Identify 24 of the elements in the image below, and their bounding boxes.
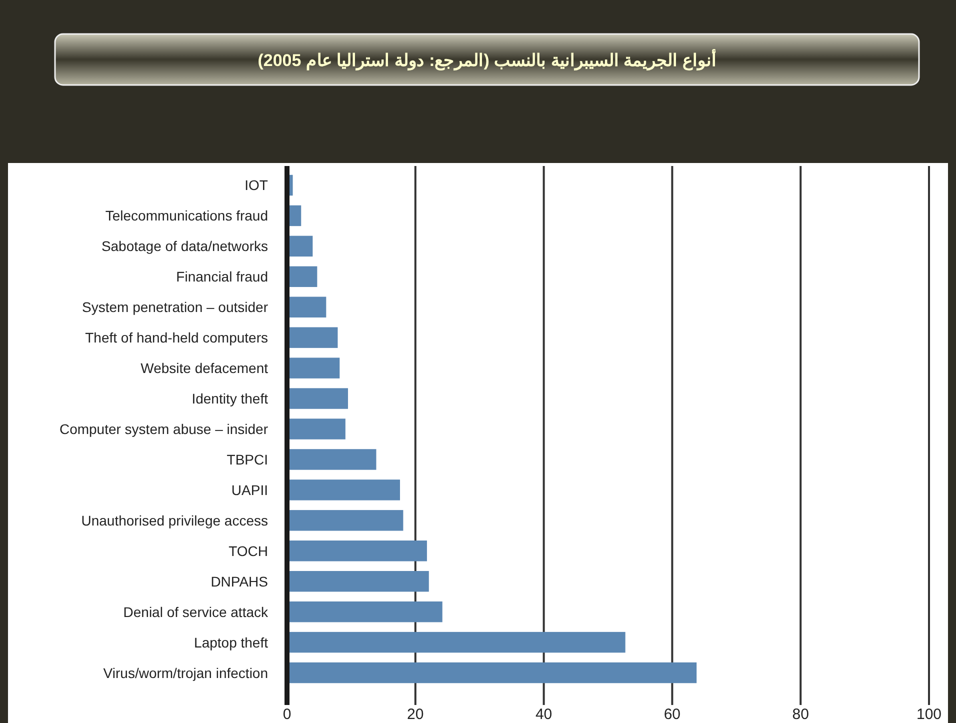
y-tick-label: IOT [244,177,268,194]
x-tick-label: 60 [664,706,681,723]
y-tick-label: Telecommunications fraud [105,208,268,224]
y-tick-label: Computer system abuse – insider [59,421,268,437]
x-tick-label: 80 [792,706,809,723]
x-tick-label: 0 [282,706,292,723]
y-tick-label: Website defacement [140,360,268,376]
y-tick-label: Laptop theft [194,634,268,650]
y-tick-label: Virus/worm/trojan infection [103,664,268,681]
y-tick-label: System penetration – outsider [82,299,268,316]
y-tick-label: TOCH [228,542,268,559]
y-tick-label: Denial of service attack [123,604,269,620]
y-tick-label: Identity theft [192,390,268,407]
y-tick-label: Financial fraud [176,268,268,285]
y-tick-label: Theft of hand-held computers [85,330,268,346]
y-tick-label: Unauthorised privilege access [81,512,268,528]
y-tick-label: TBPCI [226,451,268,468]
x-tick-label: 20 [407,706,424,723]
y-tick-label: UAPII [231,482,268,498]
x-tick-label: 100 [916,706,942,723]
y-tick-label: DNPAHS [210,573,268,590]
y-tick-label: Sabotage of data/networks [101,238,268,254]
x-tick-label: 40 [535,706,552,723]
chart-title: أنواع الجريمة السيبرانية بالنسب (المرجع: دولة استراليا عام 2005) [258,48,716,71]
